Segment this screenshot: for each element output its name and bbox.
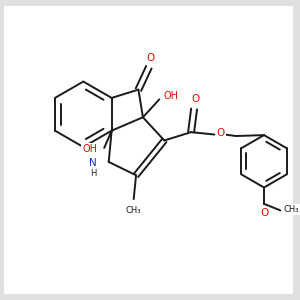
Text: OH: OH <box>82 144 98 154</box>
Text: CH₃: CH₃ <box>126 206 141 215</box>
Text: H: H <box>90 169 96 178</box>
Text: O: O <box>260 208 268 218</box>
Text: OH: OH <box>163 91 178 101</box>
Text: O: O <box>191 94 200 104</box>
Text: N: N <box>89 158 97 168</box>
Text: CH₃: CH₃ <box>284 205 299 214</box>
FancyBboxPatch shape <box>4 6 293 294</box>
Text: O: O <box>217 128 225 138</box>
Text: O: O <box>146 53 154 63</box>
